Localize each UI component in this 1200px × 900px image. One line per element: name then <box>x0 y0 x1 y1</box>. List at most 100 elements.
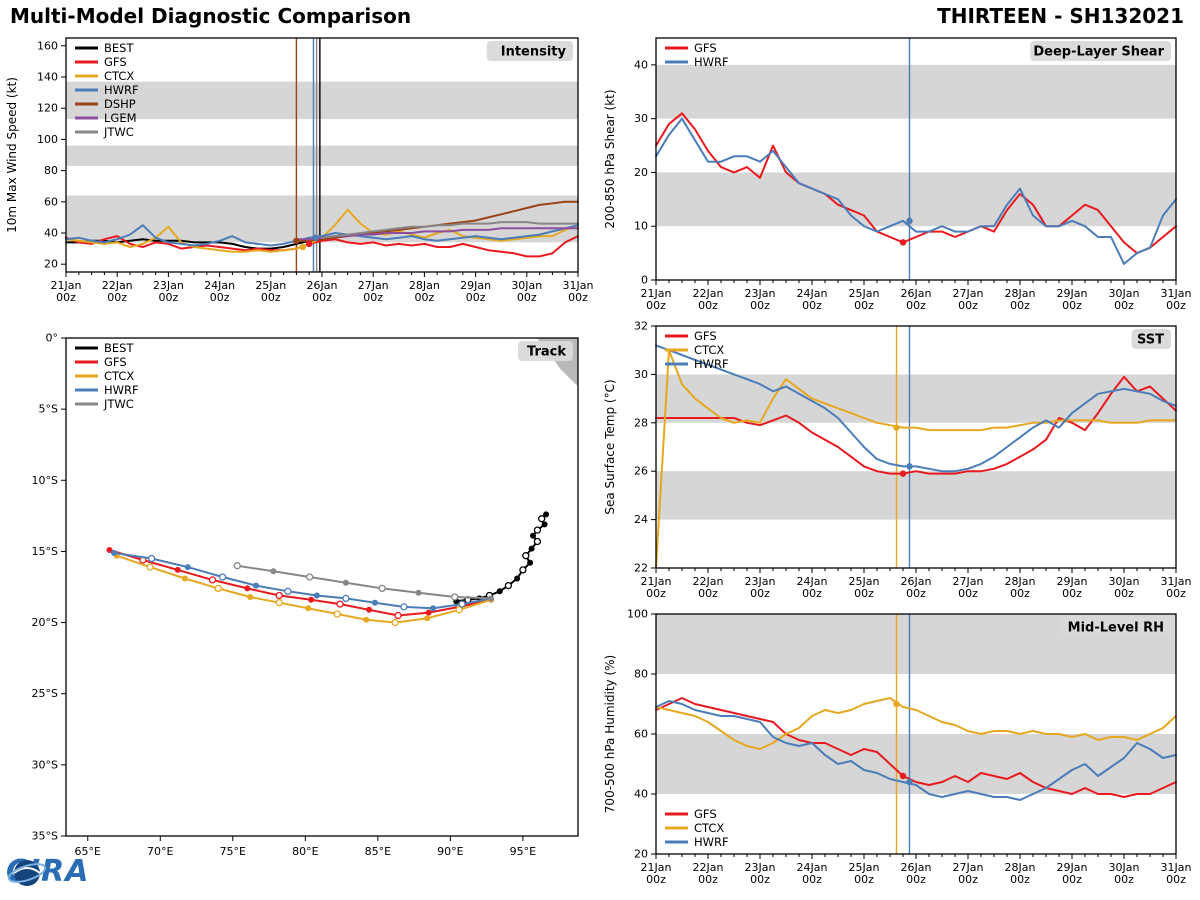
svg-text:25Jan: 25Jan <box>849 861 880 874</box>
svg-text:100: 100 <box>627 608 648 621</box>
svg-text:00z: 00z <box>107 291 127 304</box>
svg-text:00z: 00z <box>1010 299 1030 312</box>
svg-text:31Jan: 31Jan <box>1161 287 1192 300</box>
svg-text:00z: 00z <box>1062 873 1082 886</box>
svg-text:70°E: 70°E <box>147 845 173 858</box>
svg-text:80: 80 <box>634 668 648 681</box>
svg-text:80: 80 <box>44 164 58 177</box>
svg-text:20: 20 <box>634 848 648 861</box>
svg-text:JTWC: JTWC <box>103 397 134 411</box>
page-title: Multi-Model Diagnostic Comparison <box>10 4 412 28</box>
svg-text:Mid-Level RH: Mid-Level RH <box>1068 621 1164 636</box>
svg-text:HWRF: HWRF <box>694 835 729 849</box>
svg-text:25Jan: 25Jan <box>849 575 880 588</box>
svg-text:22: 22 <box>634 562 648 575</box>
svg-text:Intensity: Intensity <box>501 45 567 60</box>
svg-text:25°S: 25°S <box>32 687 58 700</box>
svg-text:100: 100 <box>37 133 58 146</box>
svg-text:Deep-Layer Shear: Deep-Layer Shear <box>1033 45 1164 60</box>
svg-text:00z: 00z <box>261 291 281 304</box>
svg-text:22Jan: 22Jan <box>693 575 724 588</box>
svg-text:00z: 00z <box>802 873 822 886</box>
svg-text:40: 40 <box>634 58 648 71</box>
svg-text:60: 60 <box>634 728 648 741</box>
svg-text:30: 30 <box>634 368 648 381</box>
svg-text:GFS: GFS <box>694 329 717 343</box>
svg-text:00z: 00z <box>854 587 874 600</box>
svg-text:00z: 00z <box>517 291 537 304</box>
svg-text:21Jan: 21Jan <box>641 861 672 874</box>
svg-text:00z: 00z <box>698 587 718 600</box>
svg-text:00z: 00z <box>363 291 383 304</box>
svg-text:Sea Surface Temp (°C): Sea Surface Temp (°C) <box>603 379 617 514</box>
svg-text:31Jan: 31Jan <box>563 279 594 292</box>
svg-text:00z: 00z <box>750 587 770 600</box>
svg-text:31Jan: 31Jan <box>1161 861 1192 874</box>
svg-text:30: 30 <box>634 112 648 125</box>
svg-text:26: 26 <box>634 465 648 478</box>
svg-text:28Jan: 28Jan <box>1005 575 1036 588</box>
svg-text:00z: 00z <box>1166 873 1186 886</box>
svg-text:80°E: 80°E <box>292 845 318 858</box>
svg-text:00z: 00z <box>958 873 978 886</box>
svg-text:90°E: 90°E <box>437 845 463 858</box>
svg-text:00z: 00z <box>1062 299 1082 312</box>
svg-text:30Jan: 30Jan <box>511 279 542 292</box>
svg-text:30Jan: 30Jan <box>1109 575 1140 588</box>
svg-text:DSHP: DSHP <box>104 97 136 111</box>
svg-text:26Jan: 26Jan <box>901 287 932 300</box>
svg-text:00z: 00z <box>1114 873 1134 886</box>
svg-text:CTCX: CTCX <box>694 343 724 357</box>
svg-text:CTCX: CTCX <box>104 69 134 83</box>
svg-text:00z: 00z <box>1114 299 1134 312</box>
svg-text:00z: 00z <box>958 587 978 600</box>
svg-text:21Jan: 21Jan <box>641 575 672 588</box>
svg-text:HWRF: HWRF <box>104 383 139 397</box>
svg-text:24Jan: 24Jan <box>204 279 235 292</box>
svg-text:29Jan: 29Jan <box>460 279 491 292</box>
svg-text:24Jan: 24Jan <box>797 575 828 588</box>
svg-text:00z: 00z <box>802 587 822 600</box>
svg-text:00z: 00z <box>906 587 926 600</box>
svg-text:00z: 00z <box>210 291 230 304</box>
svg-text:00z: 00z <box>750 873 770 886</box>
svg-text:10°S: 10°S <box>32 474 58 487</box>
deep-layer-shear-chart: 21Jan00z22Jan00z23Jan00z24Jan00z25Jan00z… <box>603 37 1192 312</box>
svg-text:00z: 00z <box>646 299 666 312</box>
svg-text:00z: 00z <box>802 299 822 312</box>
svg-text:CTCX: CTCX <box>694 821 724 835</box>
svg-text:00z: 00z <box>1010 873 1030 886</box>
svg-text:27Jan: 27Jan <box>953 287 984 300</box>
svg-text:23Jan: 23Jan <box>745 575 776 588</box>
svg-text:21Jan: 21Jan <box>51 279 82 292</box>
svg-text:28Jan: 28Jan <box>1005 287 1036 300</box>
svg-text:75°E: 75°E <box>220 845 246 858</box>
svg-text:160: 160 <box>37 39 58 52</box>
svg-text:00z: 00z <box>466 291 486 304</box>
svg-text:00z: 00z <box>906 299 926 312</box>
svg-text:65°E: 65°E <box>75 845 101 858</box>
svg-text:21Jan: 21Jan <box>641 287 672 300</box>
svg-text:BEST: BEST <box>104 341 134 355</box>
svg-text:40: 40 <box>634 788 648 801</box>
svg-text:32: 32 <box>634 320 648 333</box>
svg-text:CTCX: CTCX <box>104 369 134 383</box>
svg-text:00z: 00z <box>1166 299 1186 312</box>
sst-chart: 21Jan00z22Jan00z23Jan00z24Jan00z25Jan00z… <box>603 320 1192 601</box>
svg-text:00z: 00z <box>906 873 926 886</box>
svg-text:BEST: BEST <box>104 41 134 55</box>
svg-text:700-500 hPa Humidity (%): 700-500 hPa Humidity (%) <box>603 655 617 813</box>
svg-text:10: 10 <box>634 220 648 233</box>
svg-text:JTWC: JTWC <box>103 125 134 139</box>
svg-text:85°E: 85°E <box>365 845 391 858</box>
svg-text:31Jan: 31Jan <box>1161 575 1192 588</box>
svg-text:29Jan: 29Jan <box>1057 287 1088 300</box>
svg-text:20: 20 <box>634 166 648 179</box>
svg-text:28: 28 <box>634 416 648 429</box>
svg-text:26Jan: 26Jan <box>901 575 932 588</box>
svg-text:28Jan: 28Jan <box>409 279 440 292</box>
svg-text:25Jan: 25Jan <box>849 287 880 300</box>
svg-text:00z: 00z <box>646 587 666 600</box>
track-map: 65°E 70°E 75°E 80°E 85°E 90°E 95°E 0° 5°S 10°S 15°… <box>32 332 579 858</box>
